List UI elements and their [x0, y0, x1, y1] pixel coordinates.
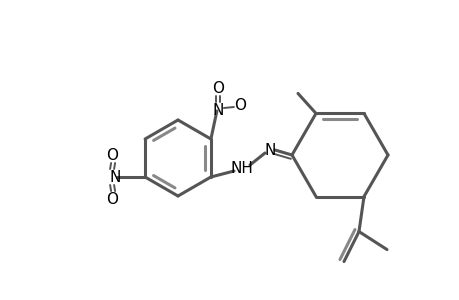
Text: N: N [109, 169, 121, 184]
Text: NH: NH [230, 160, 253, 175]
Text: O: O [106, 191, 118, 206]
Text: N: N [212, 103, 223, 118]
Text: N: N [264, 142, 275, 158]
Text: O: O [106, 148, 118, 163]
Text: O: O [212, 80, 224, 95]
Text: O: O [233, 98, 246, 112]
